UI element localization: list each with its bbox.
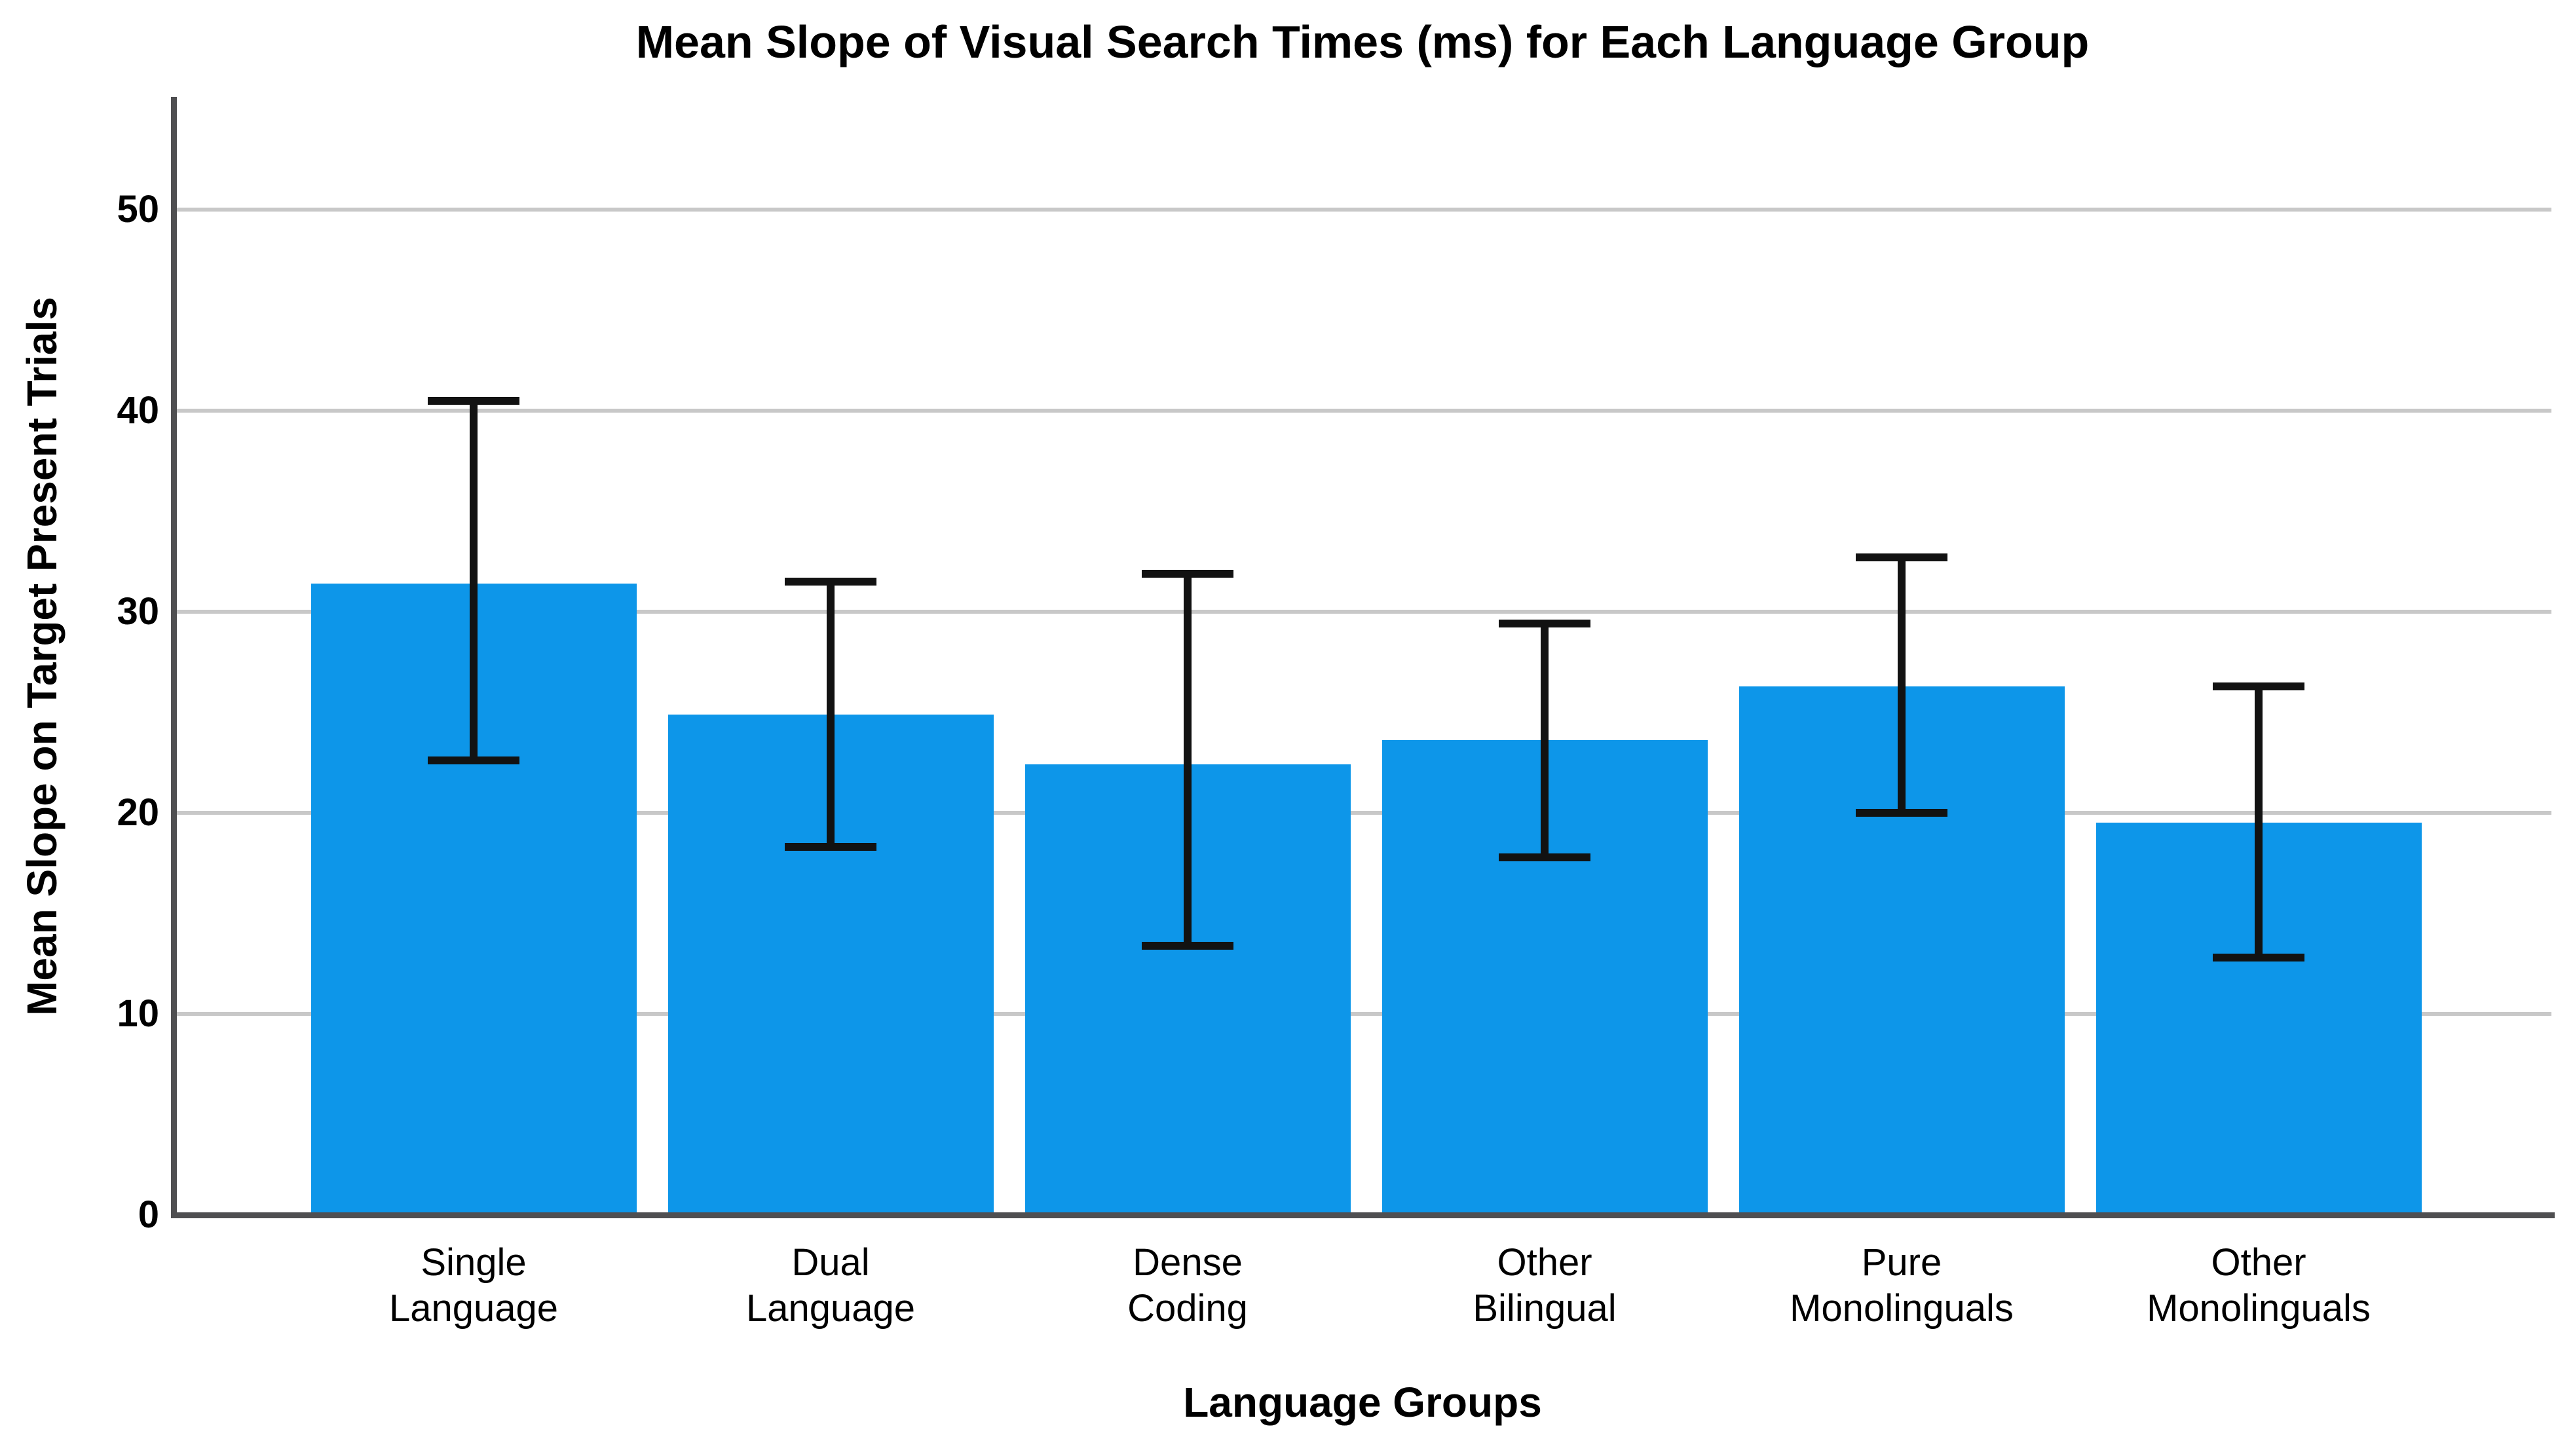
error-bar-cap-upper bbox=[1856, 553, 1947, 561]
error-bar-stem bbox=[1184, 574, 1192, 946]
x-category-label: Other Bilingual bbox=[1473, 1241, 1617, 1330]
error-bar-cap-lower bbox=[785, 843, 876, 851]
y-tick-label: 40 bbox=[117, 389, 159, 432]
error-bar-cap-upper bbox=[1142, 570, 1233, 578]
error-bar-stem bbox=[1541, 624, 1549, 857]
y-tick-label: 30 bbox=[117, 590, 159, 633]
error-bar-cap-lower bbox=[1856, 809, 1947, 817]
y-axis-line bbox=[171, 97, 177, 1218]
gridline bbox=[174, 610, 2551, 614]
y-tick-label: 10 bbox=[117, 992, 159, 1035]
error-bar-cap-upper bbox=[1499, 620, 1590, 627]
error-bar-stem bbox=[470, 401, 478, 761]
error-bar-stem bbox=[2255, 686, 2263, 958]
chart-title: Mean Slope of Visual Search Times (ms) f… bbox=[635, 16, 2090, 67]
gridline bbox=[174, 409, 2551, 413]
error-bar-cap-upper bbox=[785, 578, 876, 586]
gridline bbox=[174, 1012, 2551, 1016]
y-tick-label: 20 bbox=[117, 791, 159, 834]
x-category-label: Other Monolinguals bbox=[2147, 1241, 2371, 1330]
y-tick-label: 50 bbox=[117, 188, 159, 231]
error-bar-cap-lower bbox=[2213, 954, 2304, 961]
x-category-label: Dense Coding bbox=[1127, 1241, 1248, 1330]
error-bar-cap-lower bbox=[428, 756, 519, 764]
x-axis-line bbox=[171, 1212, 2555, 1218]
error-bar-cap-lower bbox=[1499, 853, 1590, 861]
x-category-label: Dual Language bbox=[745, 1241, 916, 1330]
x-category-label: Pure Monolinguals bbox=[1790, 1241, 2014, 1330]
error-bar-cap-upper bbox=[428, 397, 519, 405]
gridline bbox=[174, 208, 2551, 212]
x-axis-title: Language Groups bbox=[1183, 1379, 1542, 1426]
x-category-label: Single Language bbox=[388, 1241, 559, 1330]
y-axis-title: Mean Slope on Target Present Trials bbox=[18, 297, 66, 1016]
gridline bbox=[174, 811, 2551, 815]
y-tick-label: 0 bbox=[138, 1193, 159, 1236]
error-bar-stem bbox=[827, 582, 835, 847]
error-bar-cap-upper bbox=[2213, 682, 2304, 690]
error-bar-cap-lower bbox=[1142, 942, 1233, 950]
error-bar-stem bbox=[1898, 557, 1906, 813]
